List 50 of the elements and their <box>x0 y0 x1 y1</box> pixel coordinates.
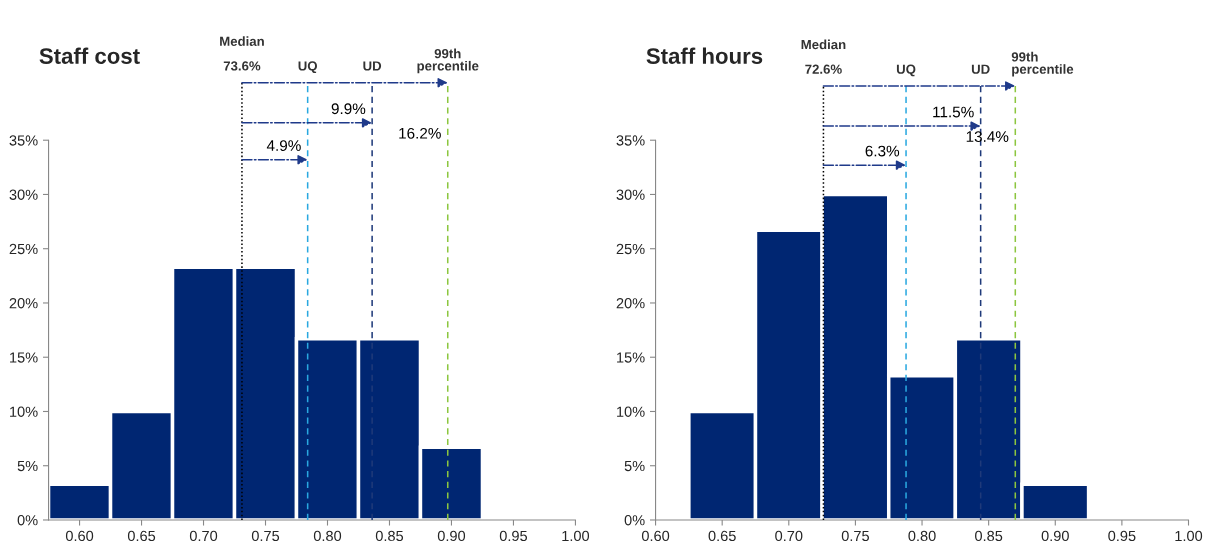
x-tick-label: 0.85 <box>375 530 404 542</box>
x-tick-label: 0.95 <box>1108 530 1136 542</box>
y-tick-label: 5% <box>17 460 38 472</box>
ref-line-label: 99th percentile <box>417 48 479 74</box>
ref-line-label: UD <box>971 64 990 74</box>
chart-title: Staff hours <box>646 47 763 64</box>
y-tick-label: 20% <box>9 298 38 309</box>
y-tick-label: 30% <box>9 189 38 200</box>
y-tick-label: 25% <box>9 243 38 255</box>
y-tick-label: 35% <box>616 135 645 146</box>
annotation: 13.4% <box>966 131 1009 142</box>
x-tick-label: 0.60 <box>65 530 94 542</box>
chart-title: Staff cost <box>39 47 140 64</box>
ref-line-label: Median 73.6% <box>220 36 264 71</box>
x-tick-label: 0.60 <box>641 530 670 542</box>
x-tick-label: 0.75 <box>251 530 280 542</box>
ref-line-label: Median 72.6% <box>801 39 846 74</box>
x-tick-label: 1.00 <box>562 530 590 542</box>
y-tick-label: 5% <box>624 460 645 472</box>
y-tick-label: 30% <box>616 189 645 200</box>
x-tick-label: 0.70 <box>775 530 803 542</box>
annotation: 16.2% <box>399 127 441 139</box>
annotation: 9.9% <box>331 103 366 115</box>
x-tick-label: 0.65 <box>708 530 736 542</box>
y-tick-label: 35% <box>9 135 38 146</box>
y-tick-label: 0% <box>624 515 645 526</box>
ref-line-label: UQ <box>896 64 916 77</box>
x-tick-label: 0.95 <box>499 530 528 542</box>
annotation: 11.5% <box>933 106 974 118</box>
y-tick-label: 10% <box>10 406 38 417</box>
annotation: 6.3% <box>865 145 900 157</box>
ref-line-label: 99th percentile <box>1011 51 1074 77</box>
x-tick-label: 0.90 <box>1041 530 1069 542</box>
x-tick-label: 1.00 <box>1175 530 1203 542</box>
y-tick-label: 25% <box>616 243 645 255</box>
x-tick-label: 0.80 <box>908 530 936 542</box>
x-tick-label: 0.65 <box>127 530 156 542</box>
annotation: 4.9% <box>266 140 301 152</box>
x-tick-label: 0.85 <box>975 530 1003 542</box>
x-tick-label: 0.80 <box>313 530 342 542</box>
y-tick-label: 15% <box>617 352 645 363</box>
ref-line-label: UD <box>363 61 382 71</box>
y-tick-label: 0% <box>17 515 38 526</box>
y-tick-label: 15% <box>10 352 38 363</box>
y-tick-label: 20% <box>616 298 645 309</box>
x-tick-label: 0.90 <box>437 530 466 542</box>
x-tick-label: 0.70 <box>189 530 218 542</box>
x-tick-label: 0.75 <box>841 530 869 542</box>
ref-line-label: UQ <box>298 61 317 74</box>
y-tick-label: 10% <box>617 406 645 417</box>
